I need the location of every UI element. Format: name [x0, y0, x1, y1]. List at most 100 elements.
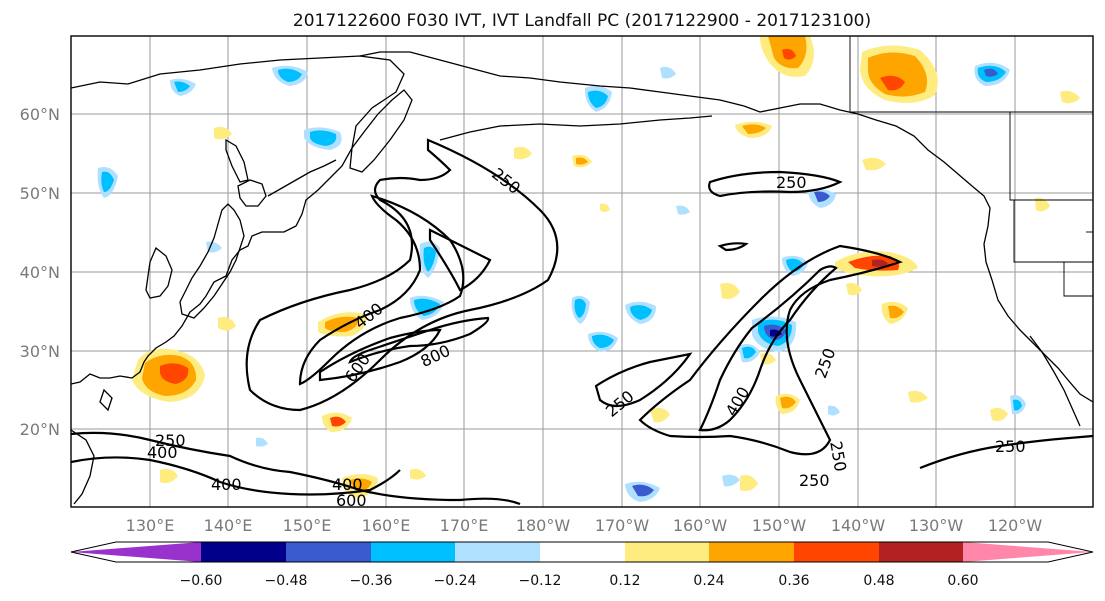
- positive-anomaly: [600, 203, 610, 212]
- negative-anomaly: [414, 298, 440, 316]
- negative-anomaly: [742, 346, 756, 359]
- negative-anomaly: [1013, 399, 1022, 411]
- colorbar-tick: −0.60: [180, 573, 223, 589]
- map-title: 2017122600 F030 IVT, IVT Landfall PC (20…: [293, 11, 871, 31]
- colorbar-tick: 0.24: [693, 573, 724, 589]
- colorbar-segment: [371, 542, 455, 562]
- ivt-250-contour-east: [638, 244, 903, 456]
- positive-anomaly: [160, 468, 178, 484]
- negative-anomaly: [310, 130, 337, 146]
- baja-coastline: [1029, 335, 1081, 427]
- positive-anomaly: [862, 157, 886, 171]
- positive-anomaly: [514, 146, 532, 160]
- ivt-800-contour-west: [348, 316, 490, 364]
- positive-anomaly: [780, 396, 796, 409]
- korea-coastline: [145, 246, 173, 299]
- positive-anomaly: [868, 52, 928, 97]
- lat-label: 20°N: [20, 420, 60, 439]
- lon-label: 170°E: [440, 516, 489, 535]
- positive-anomaly: [218, 317, 236, 331]
- colorbar-tick: 0.36: [778, 573, 809, 589]
- colorbar-segment: [625, 542, 709, 562]
- lat-label: 60°N: [20, 105, 60, 124]
- lon-label: 160°E: [362, 516, 411, 535]
- contour-label: 400: [332, 475, 363, 494]
- lat-label: 30°N: [20, 342, 60, 361]
- colorbar-tick: −0.12: [519, 573, 562, 589]
- negative-anomaly: [278, 68, 302, 82]
- contour-label: 400: [147, 443, 178, 462]
- negative-anomaly: [592, 334, 614, 348]
- north-america-coastline: [743, 103, 1093, 403]
- ivt-contours: [71, 138, 1093, 506]
- ivt-600-contour-west: [318, 328, 442, 382]
- colorbar-segment: [540, 542, 625, 562]
- negative-anomaly: [588, 90, 608, 108]
- ivt-400-contour-east: [698, 265, 838, 432]
- positive-anomaly: [782, 48, 796, 60]
- positive-anomaly: [1060, 90, 1080, 104]
- colorbar-ticks: −0.60 −0.48 −0.36 −0.24 −0.12 0.12 0.24 …: [180, 573, 979, 589]
- ivt-250-contour-ridge: [717, 242, 749, 252]
- negative-anomaly: [722, 474, 740, 487]
- ivt-400-contour-inner: [428, 228, 492, 292]
- positive-anomaly: [990, 407, 1008, 422]
- colorbar-outline: [70, 541, 1094, 563]
- negative-anomaly: [206, 241, 222, 253]
- sakhalin-coastline: [225, 138, 249, 183]
- positive-anomaly: [872, 259, 888, 267]
- negative-anomaly: [828, 405, 840, 416]
- contour-label: 250: [776, 173, 807, 192]
- positive-anomaly: [1035, 197, 1050, 212]
- asia-coastline-north: [359, 51, 745, 107]
- negative-anomaly: [630, 305, 652, 320]
- colorbar-segments: [71, 542, 1093, 562]
- positive-anomaly: [740, 475, 758, 492]
- colorbar-segment: [794, 542, 879, 562]
- positive-anomaly: [742, 124, 766, 134]
- japan-coastline: [179, 203, 245, 319]
- kuril-islands: [267, 159, 337, 197]
- ivt-400-contour-south: [71, 456, 401, 496]
- map-frame: [70, 35, 1094, 508]
- ivt-250-contour-east-tail: [919, 434, 1093, 470]
- taiwan-coastline: [99, 388, 113, 412]
- negative-anomaly: [660, 66, 676, 79]
- political-borders: [849, 36, 1093, 297]
- contour-label: 250: [799, 471, 830, 490]
- positive-anomaly: [908, 390, 928, 403]
- positive-anomaly: [880, 75, 905, 91]
- lon-label: 180°W: [516, 516, 571, 535]
- contour-label: 600: [336, 491, 367, 510]
- ivt-250-contour-south: [71, 431, 521, 506]
- ivt-250-contour-west: [245, 138, 559, 412]
- lon-label: 140°E: [204, 516, 253, 535]
- contour-label: 250: [155, 431, 186, 450]
- lon-label: 170°W: [595, 516, 650, 535]
- negative-anomaly: [423, 246, 436, 272]
- philippines-coastline: [71, 429, 95, 505]
- kamchatka-coastline: [349, 89, 413, 173]
- asia-coastline: [71, 55, 405, 385]
- colorbar-extend-low: [71, 542, 201, 562]
- colorbar-segment: [201, 542, 286, 562]
- colorbar-segment: [455, 542, 540, 562]
- colorbar-tick: 0.60: [947, 573, 978, 589]
- colorbar-tick: −0.48: [265, 573, 308, 589]
- colorbar-segment: [709, 542, 794, 562]
- lat-label: 50°N: [20, 184, 60, 203]
- latitude-labels: 60°N 50°N 40°N 30°N 20°N: [20, 105, 60, 439]
- positive-anomaly: [330, 416, 346, 427]
- contour-label: 250: [995, 437, 1026, 456]
- lon-label: 150°W: [752, 516, 807, 535]
- negative-anomaly: [676, 205, 690, 215]
- negative-anomaly: [786, 258, 804, 272]
- positive-anomaly: [214, 126, 232, 140]
- lon-label: 130°E: [126, 516, 175, 535]
- positive-anomaly: [160, 363, 189, 384]
- negative-anomaly: [256, 437, 268, 447]
- lat-label: 40°N: [20, 263, 60, 282]
- hokkaido-coastline: [237, 179, 267, 207]
- aleutian-islands: [439, 115, 713, 141]
- positive-anomaly: [888, 305, 904, 319]
